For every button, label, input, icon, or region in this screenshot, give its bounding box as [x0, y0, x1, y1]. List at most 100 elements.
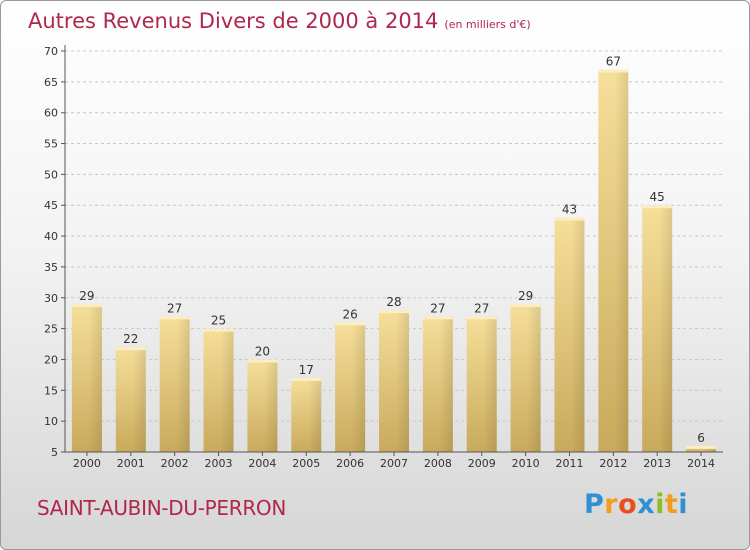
value-label: 45 — [650, 190, 665, 204]
bar-2011 — [554, 217, 585, 452]
value-label: 20 — [255, 344, 270, 358]
logo-letter: P — [584, 489, 605, 520]
bar-top — [71, 303, 102, 307]
value-label: 67 — [606, 55, 621, 69]
x-tick-label: 2012 — [599, 457, 627, 470]
x-tick-label: 2013 — [643, 457, 671, 470]
bar-shade — [220, 328, 234, 452]
chart-title-text: Autres Revenus Divers de 2000 à 2014 — [28, 9, 439, 33]
bar-top — [115, 347, 146, 351]
bar-top — [554, 217, 585, 221]
y-tick-label: 65 — [44, 76, 58, 89]
bar-top — [422, 316, 453, 320]
bar-top — [247, 359, 278, 363]
y-tick-label: 60 — [44, 107, 58, 120]
bar-shade — [483, 316, 497, 452]
bar-2002 — [159, 316, 190, 452]
y-tick-label: 20 — [44, 353, 58, 366]
logo-letter: o — [618, 489, 638, 520]
bar-2007 — [379, 310, 409, 452]
proxiti-logo: Proxiti — [584, 489, 688, 520]
bar-top — [598, 69, 629, 73]
logo-letter: i — [655, 489, 665, 520]
bar-top — [379, 310, 409, 314]
y-tick-label: 70 — [44, 45, 58, 58]
logo-letter: r — [604, 489, 619, 520]
bar-top — [159, 316, 190, 320]
x-tick-label: 2001 — [117, 457, 145, 470]
bar-2008 — [422, 316, 453, 452]
bar-shade — [395, 310, 409, 452]
bar-2003 — [203, 328, 234, 452]
y-tick-label: 10 — [44, 415, 58, 428]
chart-title: Autres Revenus Divers de 2000 à 2014 (en … — [28, 9, 531, 33]
commune-name: SAINT-AUBIN-DU-PERRON — [37, 496, 287, 520]
y-tick-label: 50 — [44, 168, 58, 181]
bar-shade — [307, 377, 322, 452]
value-label: 27 — [474, 301, 489, 315]
logo-letter: t — [664, 489, 679, 520]
bar-shade — [614, 69, 629, 452]
y-tick-label: 30 — [44, 292, 58, 305]
value-label: 6 — [697, 431, 705, 445]
bar-2006 — [335, 322, 366, 452]
bar-shade — [439, 316, 453, 452]
bar-top — [335, 322, 366, 326]
x-tick-label: 2011 — [555, 457, 583, 470]
bar-2010 — [510, 303, 541, 452]
x-tick-label: 2003 — [205, 457, 233, 470]
bar-2004 — [247, 359, 278, 452]
x-tick-label: 2008 — [424, 457, 452, 470]
y-tick-label: 5 — [51, 446, 58, 459]
x-tick-label: 2004 — [248, 457, 276, 470]
value-label: 29 — [518, 289, 533, 303]
bar-shade — [263, 359, 278, 452]
value-label: 17 — [299, 363, 314, 377]
x-tick-label: 2009 — [468, 457, 496, 470]
bar-2009 — [466, 316, 497, 452]
chart-subtitle: (en milliers d'€) — [444, 18, 531, 31]
value-label: 29 — [79, 289, 94, 303]
value-label: 28 — [386, 295, 401, 309]
bar-2012 — [598, 69, 629, 452]
y-tick-label: 40 — [44, 230, 58, 243]
bar-shade — [658, 205, 673, 452]
y-tick-label: 25 — [44, 323, 58, 336]
x-tick-label: 2006 — [336, 457, 364, 470]
x-tick-label: 2014 — [687, 457, 715, 470]
y-tick-label: 15 — [44, 384, 58, 397]
x-tick-label: 2005 — [292, 457, 320, 470]
value-label: 27 — [430, 301, 445, 315]
bar-shade — [570, 217, 585, 452]
bar-shade — [176, 316, 190, 452]
bar-shade — [132, 347, 146, 452]
y-tick-label: 35 — [44, 261, 58, 274]
y-tick-label: 55 — [44, 138, 58, 151]
value-label: 25 — [211, 314, 226, 328]
value-label: 26 — [342, 307, 357, 321]
y-tick-label: 45 — [44, 199, 58, 212]
x-tick-label: 2007 — [380, 457, 408, 470]
bar-top — [466, 316, 497, 320]
bar-top — [203, 328, 234, 332]
logo-letter: x — [637, 489, 656, 520]
bar-shade — [88, 303, 102, 452]
bar-shade — [702, 445, 717, 452]
x-tick-label: 2010 — [512, 457, 540, 470]
bar-top — [510, 303, 541, 307]
bar-shade — [527, 303, 541, 452]
bar — [686, 445, 717, 452]
value-label: 22 — [123, 332, 138, 346]
bar-top — [291, 377, 322, 381]
bar-shade — [351, 322, 366, 452]
bar-2014 — [686, 445, 717, 452]
bar-top — [686, 445, 717, 449]
bar-2001 — [115, 347, 146, 452]
bar-2005 — [291, 377, 322, 452]
bar-top — [642, 205, 673, 209]
x-tick-label: 2002 — [161, 457, 189, 470]
x-tick-label: 2000 — [73, 457, 101, 470]
bar-2013 — [642, 205, 673, 452]
